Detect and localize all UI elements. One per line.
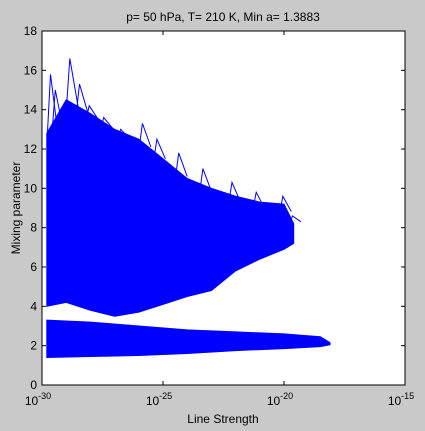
- x-tick-label-1: 10-25: [146, 391, 172, 408]
- tick-layer: 0 2 4 6 8 10 12 14 16 18 10-30 10-25 10-20 10-15: [24, 24, 415, 408]
- y-tick-label-1: 2: [30, 339, 37, 353]
- spike-line-6: [116, 128, 130, 143]
- spike-line-5: [99, 116, 113, 132]
- spike-line-8: [152, 137, 166, 163]
- y-tick-label-2: 4: [30, 299, 37, 313]
- spike-line-7: [138, 123, 152, 152]
- spike-line-14: [288, 215, 302, 226]
- spike-line-1: [51, 89, 65, 137]
- x-tick-label-3: 10-15: [388, 391, 414, 408]
- upper-line-band: [46, 99, 295, 317]
- y-tick-label-9: 18: [24, 24, 38, 38]
- lower-line-band: [46, 319, 331, 359]
- spike-line-12: [252, 190, 266, 213]
- y-tick-label-7: 14: [24, 103, 38, 117]
- spike-line-4: [85, 104, 99, 123]
- y-tick-label-3: 6: [30, 260, 37, 274]
- y-tick-label-4: 8: [30, 221, 37, 235]
- spike-line-11: [227, 180, 241, 206]
- data-layer: [46, 58, 331, 359]
- y-tick-label-8: 16: [24, 63, 38, 77]
- chart-title: p= 50 hPa, T= 210 K, Min a= 1.3883: [126, 10, 320, 24]
- spike-line-9: [174, 152, 188, 181]
- y-axis-label: Mixing parameter: [9, 162, 23, 255]
- spike-line-10: [198, 168, 212, 196]
- spike-line-13: [278, 194, 292, 216]
- x-tick-label-0: 10-30: [25, 391, 51, 408]
- x-tick-label-2: 10-20: [267, 391, 293, 408]
- spike-line-3: [75, 83, 89, 118]
- y-tick-label-0: 0: [30, 378, 37, 392]
- y-tick-label-5: 10: [24, 181, 38, 195]
- spike-line-2: [65, 58, 79, 112]
- spike-line-0: [46, 74, 60, 146]
- y-tick-label-6: 12: [24, 142, 38, 156]
- x-axis-label: Line Strength: [187, 412, 258, 426]
